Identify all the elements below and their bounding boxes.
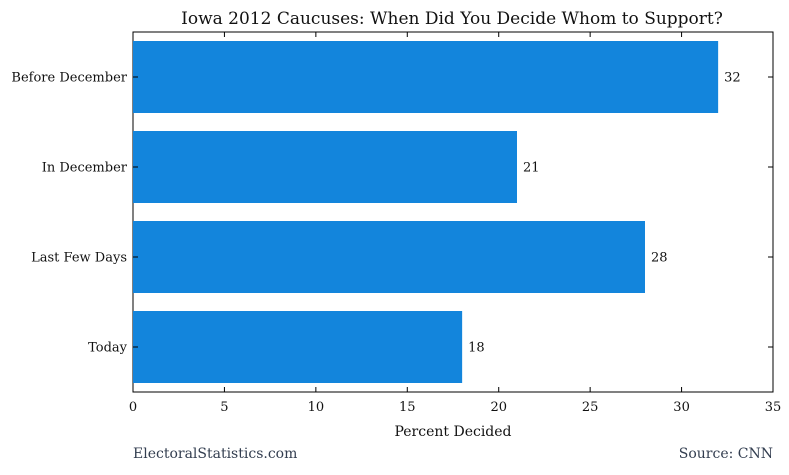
value-label-before-december: 32: [724, 71, 741, 86]
x-tick-label: 10: [308, 400, 325, 415]
footer-source: Source: CNN: [678, 446, 773, 462]
category-label-before-december: Before December: [11, 71, 127, 86]
category-label-today: Today: [88, 341, 128, 356]
value-label-last-few-days: 28: [651, 251, 668, 266]
x-tick-label: 15: [399, 400, 416, 415]
bar-in-december: [133, 131, 517, 203]
x-tick-label: 25: [582, 400, 599, 415]
x-axis-label: Percent Decided: [394, 424, 511, 440]
x-tick-label: 0: [129, 400, 137, 415]
x-tick-label: 20: [490, 400, 507, 415]
ticks-layer: 0 5 10 15 20 25 30 35: [129, 32, 781, 415]
x-tick-label: 5: [220, 400, 228, 415]
plot-area-frame: [132, 31, 774, 393]
chart-title: Iowa 2012 Caucuses: When Did You Decide …: [181, 9, 723, 29]
labels-layer: 32 Before December 21 In December 28 Last Few…: [11, 71, 740, 356]
x-tick-label: 35: [765, 400, 782, 415]
bars-layer: [133, 41, 719, 383]
footer-site-credit: ElectoralStatistics.com: [133, 446, 298, 462]
bar-today: [133, 311, 463, 383]
value-label-today: 18: [468, 341, 485, 356]
bar-before-december: [133, 41, 719, 113]
value-label-in-december: 21: [523, 161, 540, 176]
x-tick-label: 30: [673, 400, 690, 415]
category-label-last-few-days: Last Few Days: [31, 251, 127, 266]
bar-last-few-days: [133, 221, 645, 293]
category-label-in-december: In December: [42, 161, 128, 176]
